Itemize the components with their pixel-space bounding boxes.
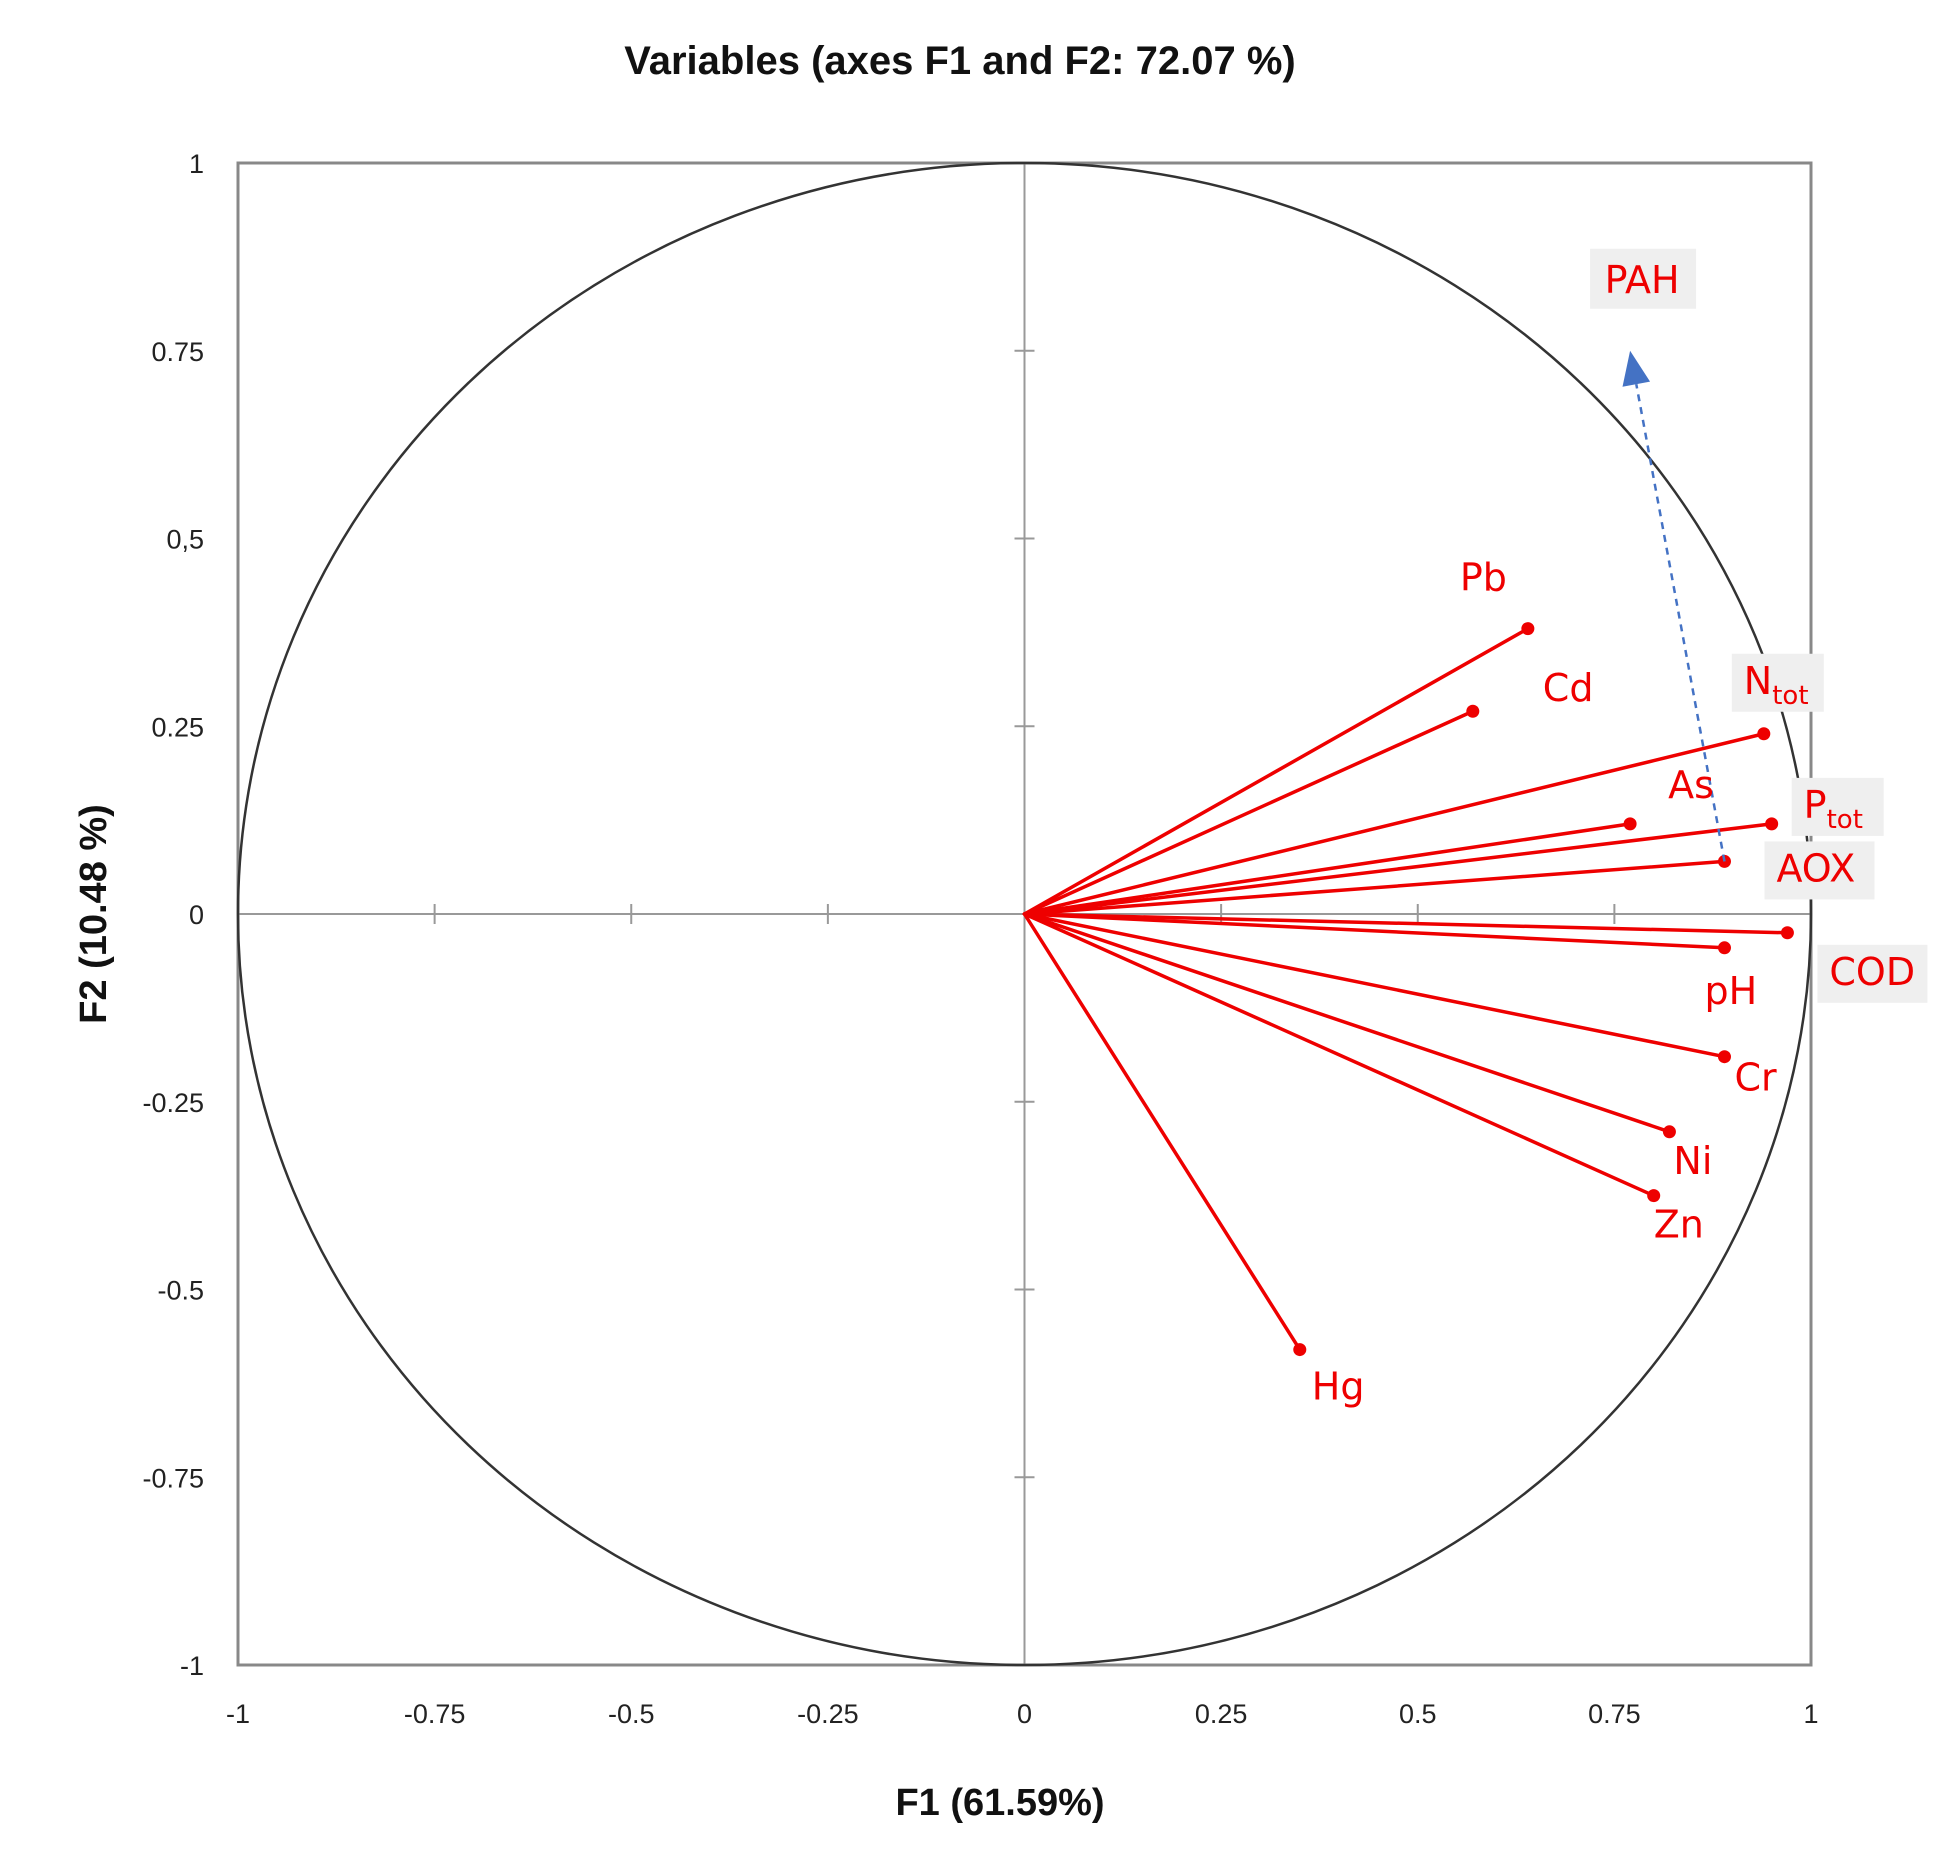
vector-as [1022, 822, 1632, 916]
pah-annotation: PAH [1590, 248, 1726, 862]
label-aox: AOX [1776, 846, 1855, 890]
x-tick-label: -0.75 [404, 1699, 466, 1729]
point-zn [1647, 1189, 1661, 1203]
pah-label: PAH [1605, 258, 1680, 302]
label-box-ntot [1731, 653, 1824, 712]
vector-ni [1022, 912, 1672, 1134]
axis-ticks [433, 349, 1616, 1479]
y-tick-label: -0.5 [157, 1276, 204, 1306]
x-tick-label: 0 [1017, 1699, 1032, 1729]
label-hg: Hg [1312, 1365, 1365, 1409]
pah-dashed-line [1635, 383, 1726, 862]
y-tick-label: -0.75 [142, 1463, 204, 1493]
label-box-aox [1764, 841, 1875, 900]
y-tick-label: 1 [189, 149, 204, 179]
x-tick-label: -0.25 [797, 1699, 859, 1729]
x-tick-label: 0.75 [1588, 1699, 1641, 1729]
x-axis-title: F1 (61.59%) [895, 1782, 1104, 1824]
vector-ntot [1022, 732, 1766, 916]
label-ph: pH [1704, 969, 1757, 1013]
y-axis-title: F2 (10.48 %) [73, 804, 115, 1024]
x-tick-label: 0.25 [1195, 1699, 1248, 1729]
y-tick-label: 0,5 [166, 525, 204, 555]
label-cd: Cd [1543, 666, 1594, 710]
point-ni [1662, 1125, 1676, 1139]
point-cod [1780, 926, 1794, 940]
x-tick-label: 0.5 [1399, 1699, 1437, 1729]
vector-aox [1022, 859, 1727, 916]
variable-vectors [1022, 622, 1794, 1357]
label-box-cod [1817, 944, 1928, 1003]
pah-arrowhead [1622, 350, 1651, 387]
x-tick-labels: -1 -0.75 -0.5 -0.25 0 0.25 0.5 0.75 1 [226, 1699, 1819, 1729]
pah-label-box [1590, 248, 1697, 309]
label-cod: COD [1829, 950, 1915, 994]
point-cr [1717, 1050, 1731, 1064]
y-tick-label: -0.25 [142, 1088, 204, 1118]
vector-zn [1022, 912, 1656, 1198]
point-hg [1293, 1343, 1307, 1357]
point-cd [1466, 704, 1480, 718]
x-tick-label: -0.5 [608, 1699, 655, 1729]
chart-title: Variables (axes F1 and F2: 72.07 %) [624, 39, 1295, 83]
y-tick-labels: 1 0.75 0,5 0.25 0 -0.25 -0.5 -0.75 -1 [142, 149, 204, 1681]
unit-circle [236, 161, 1813, 1667]
y-tick-label: 0 [189, 900, 204, 930]
vector-cr [1022, 912, 1727, 1059]
vector-pb [1022, 626, 1530, 916]
vector-ph [1022, 912, 1727, 950]
point-as [1623, 817, 1637, 831]
label-cr: Cr [1734, 1056, 1777, 1100]
label-ntot: Ntot [1744, 659, 1809, 711]
vector-hg [1022, 912, 1302, 1352]
y-tick-label: -1 [180, 1651, 204, 1681]
vector-cod [1022, 912, 1790, 935]
y-tick-label: 0.75 [151, 337, 204, 367]
variable-labels: Pb Cd Ntot As Ptot AOX COD pH Cr Ni Zn Hg [1312, 556, 1928, 1409]
x-tick-label: 1 [1803, 1699, 1818, 1729]
point-ph [1717, 941, 1731, 955]
vector-cd [1022, 709, 1475, 916]
x-tick-label: -1 [226, 1699, 250, 1729]
label-ptot: Ptot [1804, 783, 1863, 835]
point-pb [1521, 622, 1535, 636]
label-as: As [1668, 763, 1714, 807]
point-ntot [1757, 727, 1771, 741]
y-tick-label: 0.25 [151, 712, 204, 742]
vector-ptot [1022, 822, 1774, 916]
label-pb: Pb [1460, 556, 1507, 600]
point-ptot [1765, 817, 1779, 831]
label-box-ptot [1791, 777, 1884, 836]
label-ni: Ni [1673, 1139, 1712, 1183]
label-zn: Zn [1654, 1203, 1704, 1247]
